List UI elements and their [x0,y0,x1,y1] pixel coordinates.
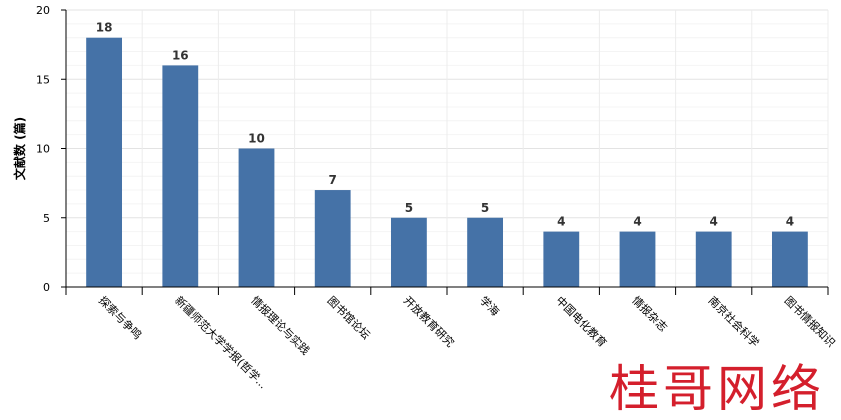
watermark: 桂哥网络 [609,360,825,418]
x-tick-label: 中国电化教育 [553,293,610,350]
x-tick-label: 情报杂志 [629,293,670,334]
x-tick-label: 探索与争鸣 [96,293,145,342]
x-tick-label: 图书情报知识 [782,293,839,350]
bar [314,190,351,287]
bar-value-label: 4 [710,215,718,229]
bar-value-label: 5 [481,201,489,215]
x-tick-label: 开放教育研究 [401,293,458,350]
bar [162,65,199,288]
y-tick-label: 0 [43,281,50,294]
bar-value-label: 16 [172,48,189,62]
x-tick-label: 南京社会科学 [706,293,763,350]
bar-value-label: 4 [786,215,794,229]
y-tick-label: 10 [36,143,50,156]
y-tick-label: 15 [36,73,50,86]
y-tick-label: 5 [43,212,50,225]
bar-value-label: 10 [248,132,265,146]
bar-value-label: 18 [96,21,113,35]
bar [467,217,504,287]
bar [86,37,123,288]
bar [619,231,656,287]
bar [390,217,427,287]
bar [695,231,732,287]
bar [771,231,808,287]
bar-value-label: 4 [557,215,565,229]
x-tick-label: 图书馆论坛 [325,293,374,342]
bar-value-label: 4 [633,215,641,229]
bar-value-label: 7 [329,173,337,187]
y-axis-title: 文献数 (篇) [12,117,27,180]
bar [543,231,580,287]
x-tick-label: 情报理论与实践 [248,293,312,357]
bar [238,148,275,287]
y-tick-label: 20 [36,4,50,17]
x-tick-label: 学海 [477,293,502,318]
bar-value-label: 5 [405,201,413,215]
